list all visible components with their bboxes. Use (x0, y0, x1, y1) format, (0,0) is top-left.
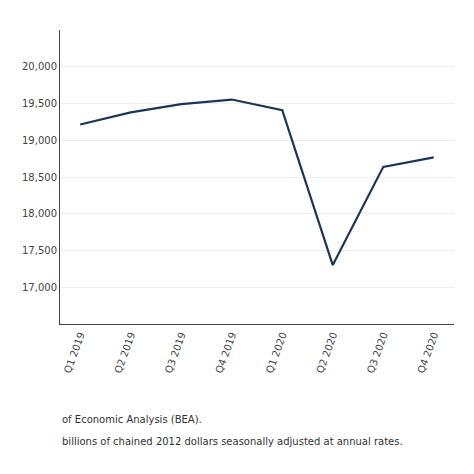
svg-text:Q3 2020: Q3 2020 (365, 331, 390, 375)
svg-text:Q1 2019: Q1 2019 (62, 331, 87, 375)
svg-text:Q2 2019: Q2 2019 (112, 331, 137, 375)
svg-text:19,500: 19,500 (22, 98, 57, 109)
svg-text:Q4 2019: Q4 2019 (213, 331, 238, 375)
svg-text:Q3 2019: Q3 2019 (163, 331, 188, 375)
svg-text:Q1 2020: Q1 2020 (264, 331, 289, 375)
svg-text:17,500: 17,500 (22, 245, 57, 256)
svg-text:of Economic Analysis (BEA).: of Economic Analysis (BEA). (62, 414, 202, 425)
svg-text:17,000: 17,000 (22, 282, 57, 293)
svg-text:Q2 2020: Q2 2020 (314, 331, 339, 375)
svg-text:18,500: 18,500 (22, 172, 57, 183)
svg-text:20,000: 20,000 (22, 61, 57, 72)
svg-text:billions of chained 2012 dolla: billions of chained 2012 dollars seasona… (62, 436, 403, 447)
svg-text:18,000: 18,000 (22, 208, 57, 219)
svg-text:19,000: 19,000 (22, 135, 57, 146)
svg-text:Q4 2020: Q4 2020 (415, 331, 440, 375)
